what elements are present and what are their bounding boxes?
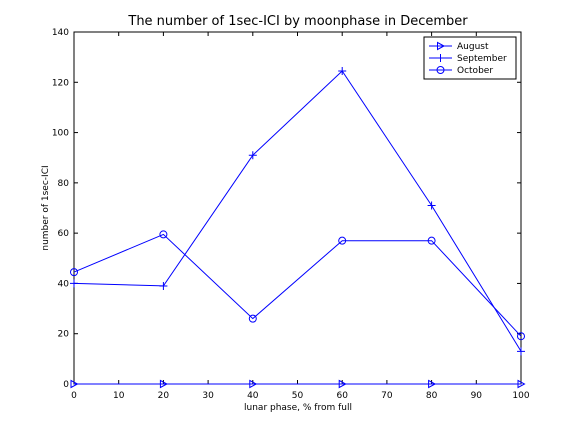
y-tick-label: 140: [52, 28, 69, 38]
data-point: [248, 314, 257, 323]
y-tick-label: 80: [58, 179, 70, 189]
data-point: [338, 66, 347, 75]
x-tick-label: 60: [336, 391, 348, 401]
legend-marker: [436, 66, 445, 74]
plot-area: [73, 31, 522, 385]
legend-item: August: [429, 41, 489, 52]
data-point: [70, 268, 78, 277]
chart-title: The number of 1sec-ICI by moonphase in D…: [127, 14, 468, 29]
data-point: [427, 201, 436, 210]
data-point: [428, 379, 437, 389]
x-axis: 0 10 20 30 40 50 60 70 80 90 100: [71, 32, 530, 401]
x-tick-label: 90: [471, 391, 483, 401]
legend-marker: [437, 41, 446, 51]
data-point: [70, 379, 79, 389]
data-point: [248, 151, 257, 160]
x-tick-label: 20: [158, 391, 170, 401]
data-point: [338, 236, 347, 245]
y-axis-label: number of 1sec-ICI: [41, 165, 51, 250]
y-tick-label: 40: [58, 279, 70, 289]
x-tick-label: 40: [247, 391, 259, 401]
series-august: [70, 379, 526, 389]
data-point: [338, 379, 347, 389]
x-tick-label: 80: [426, 391, 438, 401]
legend-label: October: [457, 66, 493, 76]
y-axis: 0 20 40 60 80 100 120 140: [52, 28, 521, 390]
y-tick-label: 60: [58, 229, 70, 239]
data-point: [517, 379, 526, 389]
y-tick-label: 120: [52, 78, 69, 88]
data-point: [517, 347, 525, 356]
legend-item: October: [429, 66, 493, 76]
legend-label: August: [457, 42, 489, 52]
data-point: [159, 230, 168, 239]
x-tick-label: 70: [381, 391, 393, 401]
data-point: [517, 332, 525, 341]
data-point: [159, 281, 168, 290]
y-tick-label: 0: [63, 380, 69, 390]
x-tick-label: 10: [113, 391, 125, 401]
x-tick-label: 50: [292, 391, 304, 401]
x-tick-label: 0: [71, 391, 77, 401]
y-tick-label: 20: [58, 330, 70, 340]
x-tick-label: 100: [512, 391, 529, 401]
legend-label: September: [457, 54, 507, 64]
series-line: [73, 233, 522, 337]
series-september: [70, 66, 525, 356]
data-point: [159, 379, 168, 389]
x-tick-label: 30: [202, 391, 214, 401]
series-october: [70, 230, 525, 341]
x-axis-label: lunar phase, % from full: [244, 403, 352, 413]
data-point: [70, 279, 78, 288]
data-point: [249, 379, 258, 389]
data-point: [427, 236, 436, 245]
series-layer: [70, 66, 526, 389]
legend-marker: [436, 54, 445, 62]
y-tick-label: 100: [52, 129, 69, 139]
series-line: [73, 70, 522, 352]
legend: August September October: [423, 36, 517, 80]
legend-item: September: [429, 54, 507, 64]
